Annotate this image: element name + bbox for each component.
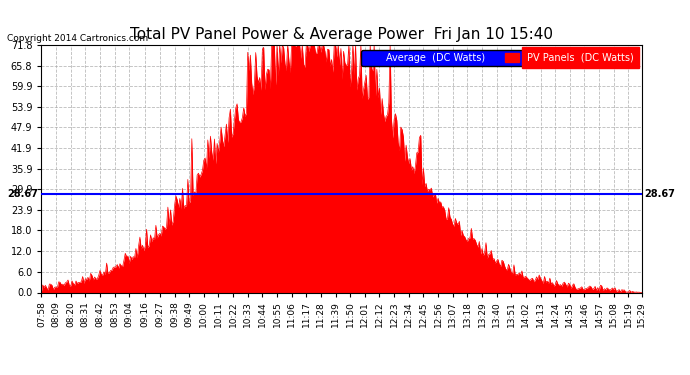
Text: Copyright 2014 Cartronics.com: Copyright 2014 Cartronics.com xyxy=(7,34,148,43)
Text: 28.67: 28.67 xyxy=(644,189,676,199)
Legend: Average  (DC Watts), PV Panels  (DC Watts): Average (DC Watts), PV Panels (DC Watts) xyxy=(361,50,637,66)
Text: 28.67: 28.67 xyxy=(8,189,39,199)
Title: Total PV Panel Power & Average Power  Fri Jan 10 15:40: Total PV Panel Power & Average Power Fri… xyxy=(130,27,553,42)
